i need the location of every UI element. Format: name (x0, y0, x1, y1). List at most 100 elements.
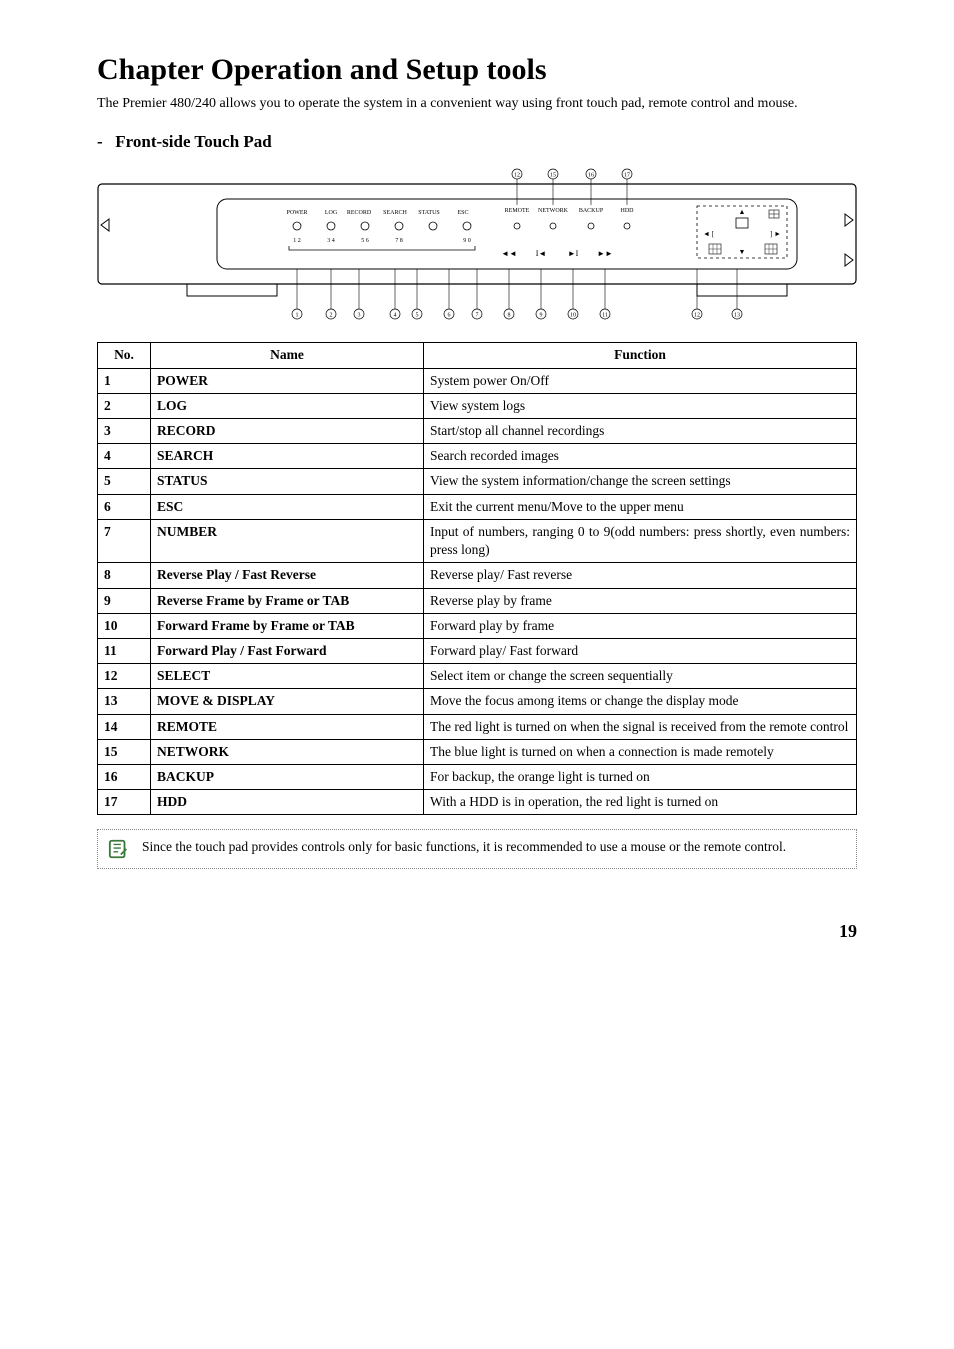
svg-text:►I: ►I (568, 249, 579, 258)
cell-name: NETWORK (151, 739, 424, 764)
svg-text:◄◄: ◄◄ (501, 249, 517, 258)
cell-no: 16 (98, 765, 151, 790)
table-row: 5STATUSView the system information/chang… (98, 469, 857, 494)
cell-no: 17 (98, 790, 151, 815)
svg-text:6: 6 (448, 313, 451, 319)
svg-text:LOG: LOG (325, 210, 338, 216)
svg-text:10: 10 (570, 313, 576, 319)
cell-name: SEARCH (151, 444, 424, 469)
note-icon (108, 838, 132, 860)
svg-text:5 6: 5 6 (361, 238, 369, 244)
cell-no: 3 (98, 418, 151, 443)
svg-text:ESC: ESC (457, 210, 468, 216)
cell-no: 1 (98, 368, 151, 393)
svg-text:5: 5 (416, 313, 419, 319)
svg-text:7: 7 (476, 313, 479, 319)
front-panel-diagram: POWERLOGRECORDSEARCHSTATUSESC1 23 45 67 … (97, 164, 857, 334)
col-header-name: Name (151, 343, 424, 368)
svg-text:] ►: ] ► (770, 230, 781, 238)
cell-fn: Move the focus among items or change the… (424, 689, 857, 714)
cell-fn: Forward play/ Fast forward (424, 638, 857, 663)
cell-name: MOVE & DISPLAY (151, 689, 424, 714)
cell-fn: Reverse play by frame (424, 588, 857, 613)
cell-fn: Reverse play/ Fast reverse (424, 563, 857, 588)
cell-name: ESC (151, 494, 424, 519)
cell-no: 13 (98, 689, 151, 714)
svg-text:STATUS: STATUS (418, 210, 440, 216)
table-row: 15NETWORKThe blue light is turned on whe… (98, 739, 857, 764)
table-row: 12SELECTSelect item or change the screen… (98, 664, 857, 689)
cell-fn: Forward play by frame (424, 613, 857, 638)
chapter-title: Chapter Operation and Setup tools (97, 50, 857, 91)
chapter-intro: The Premier 480/240 allows you to operat… (97, 95, 857, 114)
col-header-fn: Function (424, 343, 857, 368)
col-header-no: No. (98, 343, 151, 368)
cell-fn: The blue light is turned on when a conne… (424, 739, 857, 764)
cell-fn: Start/stop all channel recordings (424, 418, 857, 443)
svg-text:11: 11 (602, 313, 608, 319)
svg-text:POWER: POWER (287, 210, 308, 216)
cell-name: Forward Play / Fast Forward (151, 638, 424, 663)
page-number: 19 (97, 919, 857, 943)
table-row: 17HDDWith a HDD is in operation, the red… (98, 790, 857, 815)
cell-name: BACKUP (151, 765, 424, 790)
svg-text:3: 3 (358, 313, 361, 319)
note-box: Since the touch pad provides controls on… (97, 829, 857, 869)
cell-fn: System power On/Off (424, 368, 857, 393)
svg-text:8: 8 (508, 313, 511, 319)
table-row: 16BACKUPFor backup, the orange light is … (98, 765, 857, 790)
cell-no: 6 (98, 494, 151, 519)
cell-no: 5 (98, 469, 151, 494)
table-row: 7NUMBERInput of numbers, ranging 0 to 9(… (98, 519, 857, 562)
cell-name: LOG (151, 393, 424, 418)
svg-text:7 8: 7 8 (395, 238, 403, 244)
cell-name: STATUS (151, 469, 424, 494)
cell-fn: View the system information/change the s… (424, 469, 857, 494)
svg-text:4: 4 (394, 313, 397, 319)
table-row: 6ESCExit the current menu/Move to the up… (98, 494, 857, 519)
svg-text:▼: ▼ (739, 248, 746, 256)
cell-fn: For backup, the orange light is turned o… (424, 765, 857, 790)
table-row: 4SEARCHSearch recorded images (98, 444, 857, 469)
cell-fn: Search recorded images (424, 444, 857, 469)
cell-no: 7 (98, 519, 151, 562)
note-text: Since the touch pad provides controls on… (142, 838, 846, 856)
cell-fn: Input of numbers, ranging 0 to 9(odd num… (424, 519, 857, 562)
cell-fn: View system logs (424, 393, 857, 418)
cell-fn: Exit the current menu/Move to the upper … (424, 494, 857, 519)
section-heading: - Front-side Touch Pad (97, 131, 857, 154)
table-row: 9Reverse Frame by Frame or TABReverse pl… (98, 588, 857, 613)
cell-no: 4 (98, 444, 151, 469)
cell-name: HDD (151, 790, 424, 815)
svg-text:2: 2 (330, 313, 333, 319)
table-row: 14REMOTEThe red light is turned on when … (98, 714, 857, 739)
table-row: 2LOGView system logs (98, 393, 857, 418)
section-title: Front-side Touch Pad (115, 132, 272, 151)
svg-text:◄ [: ◄ [ (703, 230, 715, 238)
cell-name: RECORD (151, 418, 424, 443)
controls-table: No. Name Function 1POWERSystem power On/… (97, 342, 857, 815)
svg-text:►►: ►► (597, 249, 613, 258)
cell-no: 8 (98, 563, 151, 588)
svg-text:16: 16 (588, 173, 594, 179)
table-header-row: No. Name Function (98, 343, 857, 368)
svg-text:13: 13 (734, 313, 740, 319)
svg-text:9: 9 (540, 313, 543, 319)
dash-icon: - (97, 131, 111, 154)
svg-text:SEARCH: SEARCH (383, 210, 407, 216)
svg-text:15: 15 (550, 173, 556, 179)
svg-text:BACKUP: BACKUP (579, 208, 604, 214)
cell-name: POWER (151, 368, 424, 393)
cell-no: 10 (98, 613, 151, 638)
cell-name: Reverse Frame by Frame or TAB (151, 588, 424, 613)
cell-fn: With a HDD is in operation, the red ligh… (424, 790, 857, 815)
cell-name: NUMBER (151, 519, 424, 562)
svg-text:I◄: I◄ (536, 249, 547, 258)
table-row: 11Forward Play / Fast ForwardForward pla… (98, 638, 857, 663)
table-row: 3RECORDStart/stop all channel recordings (98, 418, 857, 443)
svg-text:12: 12 (514, 173, 520, 179)
cell-name: Forward Frame by Frame or TAB (151, 613, 424, 638)
cell-no: 11 (98, 638, 151, 663)
cell-no: 15 (98, 739, 151, 764)
cell-fn: The red light is turned on when the sign… (424, 714, 857, 739)
